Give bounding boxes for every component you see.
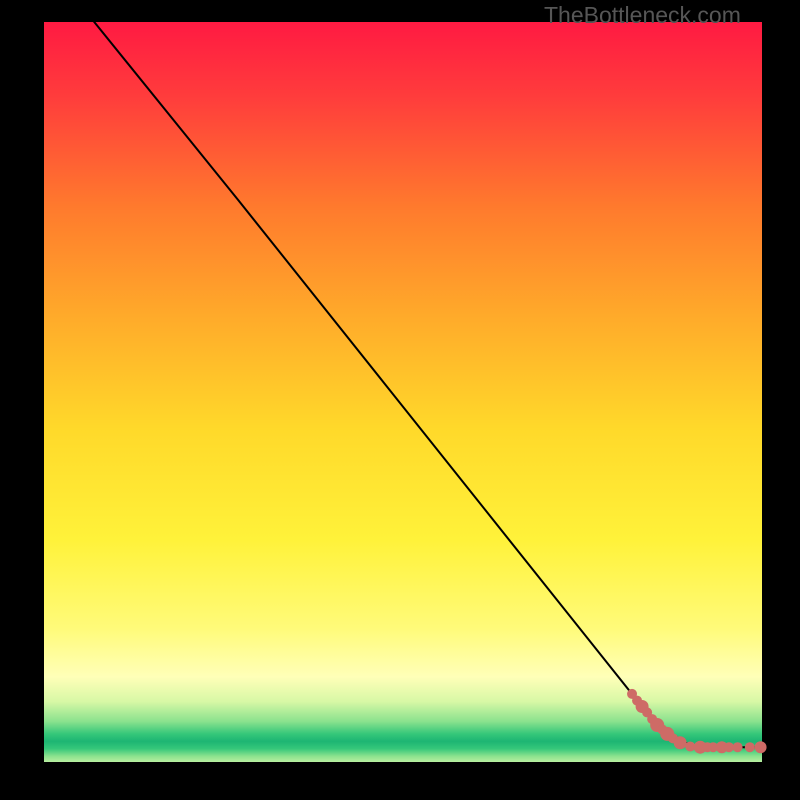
plot-gradient-background xyxy=(44,22,762,762)
curve-marker xyxy=(755,741,767,753)
curve-marker xyxy=(685,741,695,751)
chart-svg xyxy=(0,0,800,800)
curve-marker xyxy=(745,742,755,752)
chart-root: TheBottleneck.com xyxy=(0,0,800,800)
curve-marker xyxy=(724,742,734,752)
attribution-label: TheBottleneck.com xyxy=(544,2,741,29)
curve-marker xyxy=(733,742,743,752)
curve-marker xyxy=(674,736,687,749)
